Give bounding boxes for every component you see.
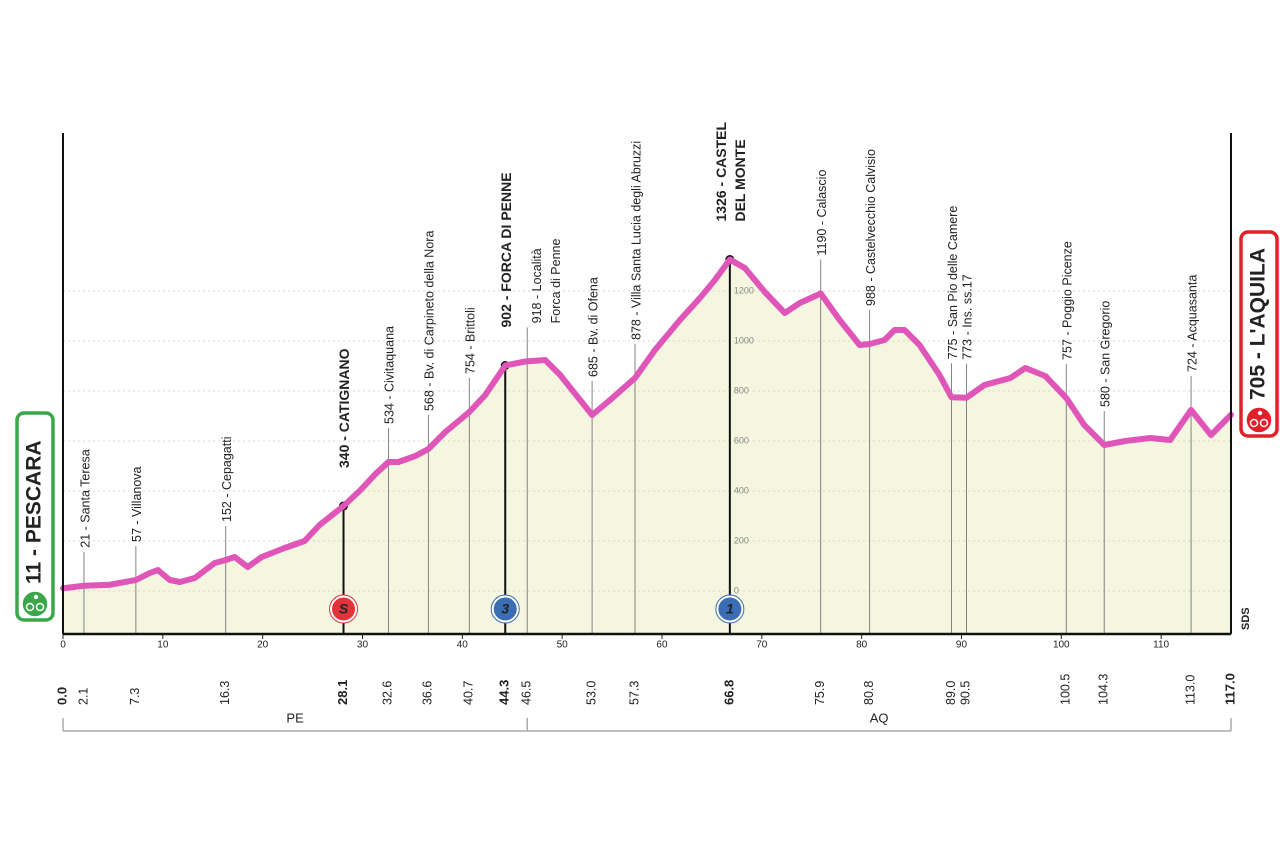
region-label: PE xyxy=(286,710,304,725)
x-tick-label: 0 xyxy=(60,640,66,651)
y-tick-label: 800 xyxy=(734,385,749,395)
climb-marker-ring xyxy=(715,594,745,624)
waypoint-label: 773 - Ins. ss.17 xyxy=(961,274,975,360)
km-label: 80.8 xyxy=(862,681,876,705)
km-label: 66.8 xyxy=(721,680,736,705)
km-label: 90.5 xyxy=(959,681,973,705)
waypoint-label: 57 - Villanova xyxy=(130,466,144,542)
climb-label: 902 - FORCA DI PENNE xyxy=(498,172,514,327)
start-label: 11 - PESCARA xyxy=(23,440,46,584)
profile-line xyxy=(60,256,1234,592)
y-tick-label: 1000 xyxy=(734,335,754,345)
km-label: 100.5 xyxy=(1059,674,1073,705)
climb-label: 1326 - CASTEL xyxy=(713,121,729,221)
x-tick-label: 70 xyxy=(756,640,768,651)
x-tick-label: 90 xyxy=(956,640,968,651)
start-box xyxy=(15,411,55,622)
km-label: 75.9 xyxy=(813,681,827,705)
climb-marker xyxy=(330,595,358,623)
start-icon-wheel xyxy=(25,602,35,612)
km-label: 104.3 xyxy=(1097,674,1111,705)
km-label: 28.1 xyxy=(335,680,350,705)
km-label: 46.5 xyxy=(520,681,534,705)
waypoint-label: 878 - Villa Santa Lucia degli Abruzzi xyxy=(629,141,643,340)
waypoint-label: 580 - San Gregorio xyxy=(1099,301,1113,407)
climb-marker-label: 3 xyxy=(501,601,509,617)
km-label: 89.0 xyxy=(944,681,958,705)
finish-box xyxy=(1239,230,1279,438)
waypoint-label: 21 - Santa Teresa xyxy=(78,449,92,547)
climb-marker xyxy=(716,595,744,623)
x-tick-label: 50 xyxy=(557,640,569,651)
y-tick-label: 1200 xyxy=(734,285,754,295)
waypoint-label: 152 - Cepagatti xyxy=(220,437,234,522)
waypoint-label: 568 - Bv. di Carpineto della Nora xyxy=(423,231,437,411)
waypoint-label: 988 - Castelvecchio Calvisio xyxy=(864,149,878,306)
footer-label: SDS xyxy=(1240,607,1252,630)
y-tick-label: 200 xyxy=(734,535,749,545)
profile-area xyxy=(63,259,1231,634)
waypoint-label: 534 - Civitaquana xyxy=(383,326,397,424)
waypoint-label: 1190 - Calascio xyxy=(815,170,829,256)
waypoint-label: 754 - Brittoli xyxy=(464,307,478,374)
climb-marker xyxy=(491,595,519,623)
km-label: 53.0 xyxy=(584,681,598,705)
climb-marker-label: S xyxy=(339,601,349,617)
km-label: 7.3 xyxy=(128,688,142,705)
finish-label: 705 - L'AQUILA xyxy=(1247,248,1270,400)
finish-icon-wheel xyxy=(1249,418,1259,428)
region-label: AQ xyxy=(870,710,889,725)
km-label: 40.7 xyxy=(462,681,476,705)
waypoint-label: 918 - Località xyxy=(530,248,544,323)
x-tick-label: 40 xyxy=(457,640,469,651)
waypoint-label: Forca di Penne xyxy=(549,239,563,324)
x-tick-label: 10 xyxy=(157,640,169,651)
x-tick-label: 30 xyxy=(357,640,369,651)
waypoint-label: 775 - San Pio delle Camere xyxy=(946,206,960,360)
km-label: 0.0 xyxy=(54,687,69,705)
km-label: 57.3 xyxy=(627,681,641,705)
x-tick-label: 100 xyxy=(1053,640,1070,651)
km-label: 117.0 xyxy=(1222,673,1237,705)
km-label: 16.3 xyxy=(218,681,232,705)
y-tick-label: 400 xyxy=(734,485,749,495)
climb-marker-ring xyxy=(490,594,520,624)
x-tick-label: 80 xyxy=(856,640,868,651)
x-tick-label: 60 xyxy=(656,640,668,651)
waypoint-label: 724 - Acquasanta xyxy=(1185,275,1199,372)
climb-marker-label: 1 xyxy=(726,601,734,617)
finish-icon xyxy=(1245,406,1273,434)
km-label: 44.3 xyxy=(497,680,512,705)
km-label: 113.0 xyxy=(1183,675,1197,705)
finish-icon-head xyxy=(1257,410,1263,416)
km-label: 32.6 xyxy=(381,681,395,705)
climb-marker-ring xyxy=(329,594,359,624)
x-tick-label: 20 xyxy=(257,640,269,651)
start-icon-head xyxy=(33,594,39,600)
start-icon xyxy=(21,590,49,618)
waypoint-label: 757 - Poggio Picenze xyxy=(1061,241,1075,360)
km-label: 2.1 xyxy=(76,688,90,705)
km-label: 36.6 xyxy=(421,681,435,705)
climb-label: 340 - CATIGNANO xyxy=(336,348,352,468)
finish-icon-wheel xyxy=(1259,418,1269,428)
start-icon-wheel xyxy=(35,602,45,612)
climb-label: DEL MONTE xyxy=(732,139,748,221)
x-tick-label: 110 xyxy=(1153,640,1169,651)
waypoint-label: 685 - Bv. di Ofena xyxy=(586,277,600,377)
y-tick-label: 600 xyxy=(734,435,749,445)
y-tick-label: 0 xyxy=(734,585,739,595)
